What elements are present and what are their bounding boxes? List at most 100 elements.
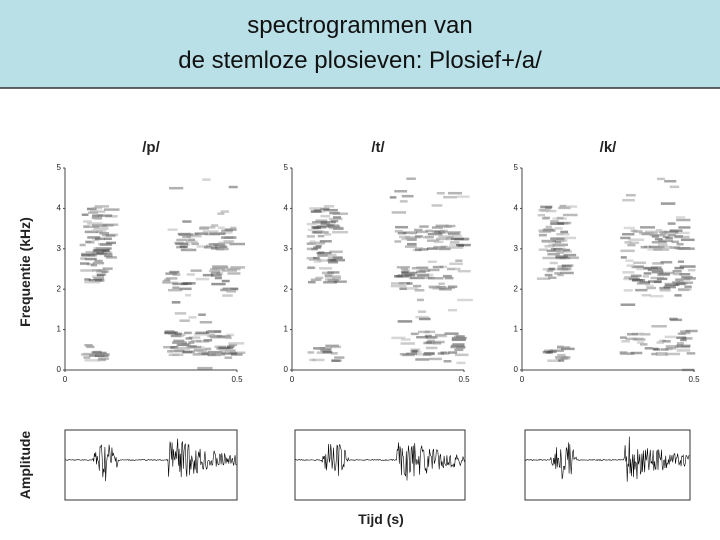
spectral-band xyxy=(440,225,450,228)
spectral-band xyxy=(313,260,322,263)
spectral-band xyxy=(447,285,458,288)
spectral-band xyxy=(455,259,463,262)
spectral-band xyxy=(228,342,245,345)
spectral-band xyxy=(308,258,322,262)
spectral-band xyxy=(624,241,632,244)
spectral-band xyxy=(196,245,209,248)
spectral-band xyxy=(625,193,636,197)
spectral-band xyxy=(332,212,348,215)
spectral-band xyxy=(447,308,457,312)
spectral-band xyxy=(410,332,419,336)
spectral-band xyxy=(652,262,665,265)
spectral-band xyxy=(554,227,563,230)
spectral-band xyxy=(562,248,571,252)
spectral-band xyxy=(211,274,222,277)
spectral-band xyxy=(451,237,464,241)
spectral-band xyxy=(332,277,341,280)
spectral-band xyxy=(665,236,673,240)
spectral-band xyxy=(94,237,105,241)
spectral-band xyxy=(317,259,331,262)
spectral-band xyxy=(675,235,683,238)
spectral-band xyxy=(99,232,109,235)
spectral-band xyxy=(315,219,328,222)
spectral-band xyxy=(219,349,227,353)
spectral-band xyxy=(182,282,196,285)
spectral-band xyxy=(210,267,219,271)
spectral-band xyxy=(206,352,221,355)
spectral-band xyxy=(164,278,171,281)
spectral-band xyxy=(454,353,469,357)
spectral-band xyxy=(627,333,639,336)
spectral-band xyxy=(427,232,443,236)
spectral-band xyxy=(438,334,448,338)
spectral-band xyxy=(636,341,645,344)
spectral-band xyxy=(84,280,101,284)
spectral-band xyxy=(222,288,232,292)
spectral-band xyxy=(406,177,416,180)
spectral-band xyxy=(680,331,691,335)
spectral-band xyxy=(687,268,696,272)
spectral-band xyxy=(624,276,639,279)
amplitude-box xyxy=(294,429,466,501)
spectral-band xyxy=(174,312,187,315)
spectral-band xyxy=(397,320,413,323)
spectral-band xyxy=(641,293,651,297)
spectral-band xyxy=(557,273,564,277)
spectral-band xyxy=(453,335,462,338)
spectral-band xyxy=(191,339,202,343)
spectral-band xyxy=(176,343,189,347)
spectral-band xyxy=(104,254,113,258)
y-tick-label: 5 xyxy=(284,163,289,172)
spectral-band xyxy=(675,278,684,281)
spectral-band xyxy=(191,242,199,246)
spectral-band xyxy=(418,317,431,321)
spectral-band xyxy=(630,229,638,232)
spectral-band xyxy=(669,185,680,189)
spectral-band xyxy=(199,320,213,324)
spectral-band xyxy=(678,226,691,229)
spectral-band xyxy=(425,229,433,233)
spectral-band xyxy=(651,241,667,244)
spectral-band xyxy=(230,226,237,230)
spectral-band xyxy=(645,284,654,288)
amplitude-box xyxy=(524,429,691,501)
spectral-band xyxy=(647,268,664,272)
x-tick-label: 0 xyxy=(520,375,525,384)
spectral-band xyxy=(94,259,103,263)
spectral-band xyxy=(94,248,110,252)
spectral-band xyxy=(419,225,429,228)
spectral-band xyxy=(192,353,207,356)
spectral-band xyxy=(447,191,463,195)
spectral-band xyxy=(556,232,564,236)
spectral-band xyxy=(449,241,460,244)
spectral-band xyxy=(620,256,627,259)
spectral-band xyxy=(327,271,340,274)
spectral-band xyxy=(323,208,338,212)
spectral-band xyxy=(309,240,316,243)
spectral-band xyxy=(85,250,99,254)
amplitude-label: Amplitude xyxy=(17,431,33,500)
spectral-band xyxy=(311,225,327,229)
spectral-band xyxy=(97,251,112,254)
spectral-band xyxy=(204,347,212,351)
spectral-band xyxy=(406,282,413,285)
spectral-band xyxy=(557,353,566,357)
spectral-band xyxy=(443,360,452,363)
spectral-band xyxy=(401,237,414,241)
spectral-band xyxy=(105,256,117,259)
waveform xyxy=(64,438,237,482)
y-tick-label: 4 xyxy=(57,204,62,213)
spectral-band xyxy=(554,240,562,244)
spectral-band xyxy=(226,290,237,293)
spectral-band xyxy=(404,245,417,248)
spectral-band xyxy=(92,206,103,210)
spectral-band xyxy=(92,224,108,227)
spectral-band xyxy=(548,243,555,246)
spectral-band xyxy=(446,267,455,271)
spectral-band xyxy=(439,265,448,269)
spectral-band xyxy=(649,233,666,237)
spectral-band xyxy=(411,266,428,270)
spectral-band xyxy=(562,213,578,217)
spectral-band xyxy=(620,236,631,240)
spectral-band xyxy=(447,351,458,354)
